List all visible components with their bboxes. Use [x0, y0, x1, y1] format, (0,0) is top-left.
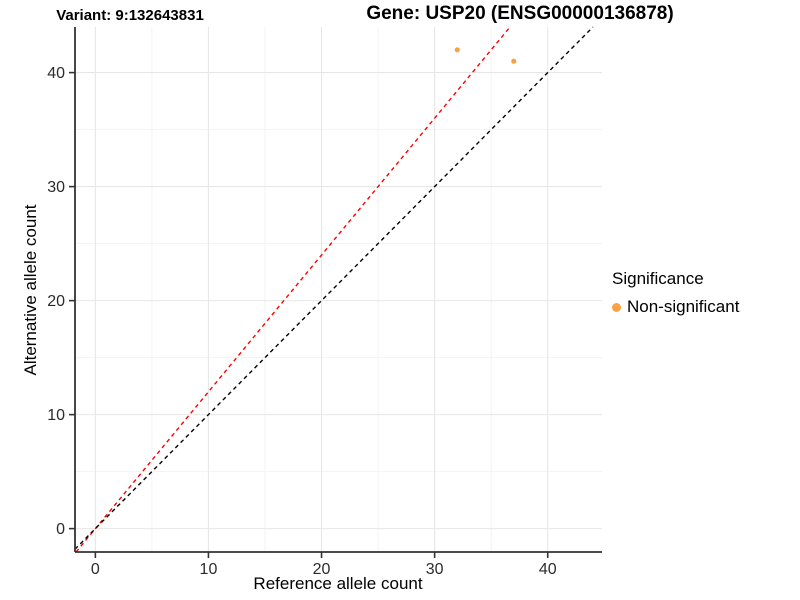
y-axis-title: Alternative allele count	[21, 204, 40, 376]
y-tick-label: 0	[56, 521, 65, 538]
legend-item-label: Non-significant	[627, 297, 740, 316]
y-tick-label: 30	[47, 179, 65, 196]
legend: Significance Non-significant	[612, 269, 739, 317]
x-tick-label: 40	[539, 561, 557, 578]
plot-title-gene: Gene: USP20 (ENSG00000136878)	[366, 3, 674, 24]
scatter-plot-canvas: 0 10 20 30 40 0 10 20 30 40	[47, 26, 602, 578]
legend-title: Significance	[612, 269, 704, 288]
y-tick-label: 20	[47, 293, 65, 310]
alt-ref-ratio-line	[75, 26, 511, 553]
plot-panel: 0 10 20 30 40 0 10 20 30 40	[47, 26, 602, 578]
y-tick-label: 10	[47, 407, 65, 424]
x-tick-label: 0	[91, 561, 100, 578]
legend-point-icon	[612, 302, 621, 312]
plot-title-variant: Variant: 9:132643831	[56, 7, 204, 24]
y-tick-label: 40	[47, 65, 65, 82]
x-axis-title: Reference allele count	[253, 574, 423, 593]
x-tick-label: 20	[313, 561, 331, 578]
legend-item-non-significant: Non-significant	[612, 297, 739, 317]
data-point	[511, 58, 517, 64]
identity-line	[74, 26, 594, 550]
data-point	[454, 47, 460, 53]
x-tick-label: 30	[426, 561, 444, 578]
x-tick-label: 10	[200, 561, 218, 578]
